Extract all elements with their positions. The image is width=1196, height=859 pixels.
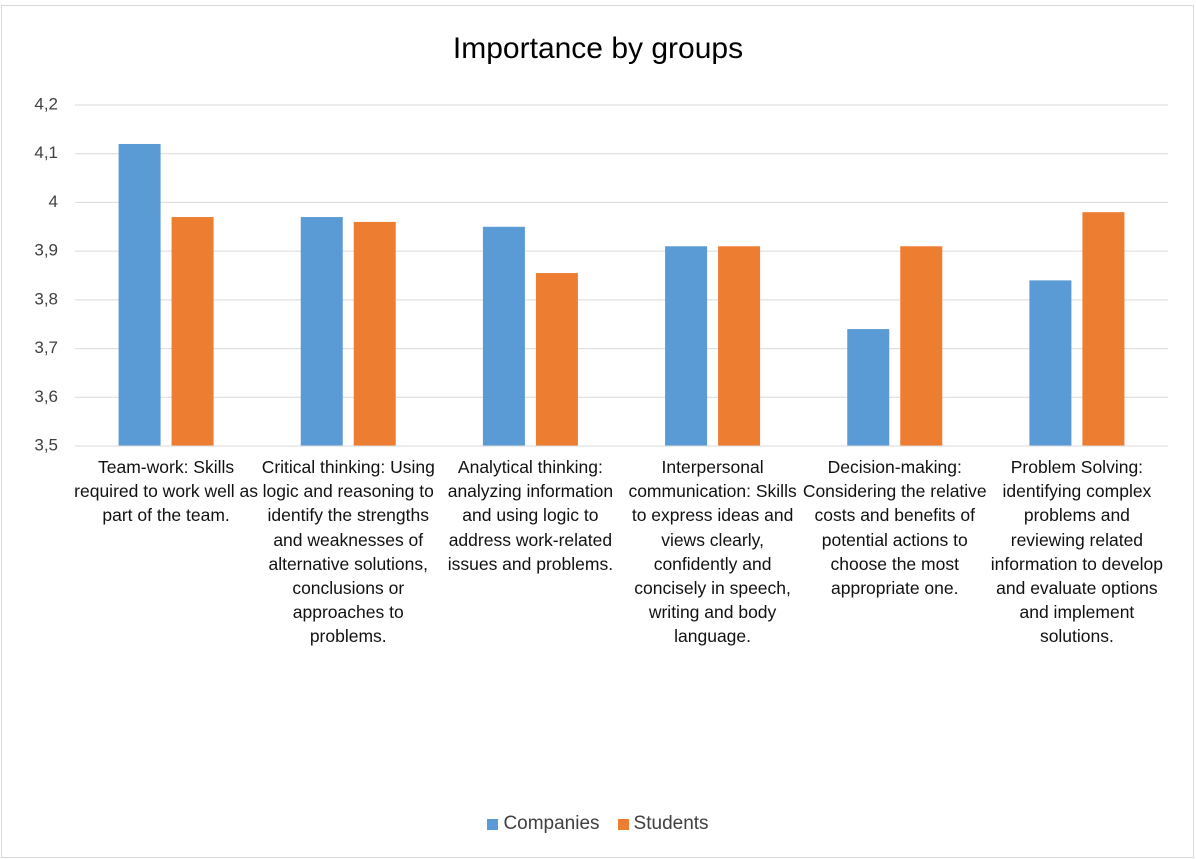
bar — [482, 226, 525, 446]
bar — [118, 143, 161, 446]
legend: Companies Students — [0, 813, 1196, 835]
legend-item: Students — [617, 813, 709, 835]
bar — [353, 221, 396, 446]
y-tick-label: 3,6 — [34, 387, 58, 406]
x-tick-label: Team-work: Skills required to work well … — [74, 457, 258, 526]
y-tick-label: 4,1 — [34, 143, 58, 162]
legend-swatch — [487, 818, 499, 830]
y-tick-label: 4,2 — [34, 94, 58, 113]
y-tick-label: 3,9 — [34, 241, 58, 260]
x-tick-label: Problem Solving: identifying complex pro… — [990, 457, 1163, 647]
bar — [665, 246, 708, 446]
bar — [171, 217, 214, 446]
x-tick-label: Decision-making: Considering the relativ… — [802, 457, 987, 599]
legend-label: Students — [633, 813, 709, 834]
bar — [847, 329, 890, 446]
bar — [1029, 280, 1072, 446]
bar — [718, 246, 761, 446]
y-tick-label: 3,7 — [34, 338, 58, 357]
legend-item: Companies — [487, 813, 600, 835]
legend-swatch — [617, 818, 629, 830]
y-tick-label: 4 — [49, 192, 58, 211]
bar — [900, 246, 943, 446]
x-tick-label: Critical thinking: Using logic and reaso… — [261, 457, 435, 647]
y-tick-label: 3,5 — [34, 435, 58, 454]
bar — [300, 217, 343, 446]
x-tick-label: Interpersonal communication: Skills to e… — [628, 457, 797, 647]
y-tick-label: 3,8 — [34, 289, 58, 308]
bar — [535, 273, 578, 446]
bar — [1082, 212, 1125, 446]
x-tick-label: Analytical thinking: analyzing informati… — [447, 457, 614, 574]
legend-label: Companies — [503, 813, 600, 834]
chart-title: Importance by groups — [453, 32, 743, 65]
